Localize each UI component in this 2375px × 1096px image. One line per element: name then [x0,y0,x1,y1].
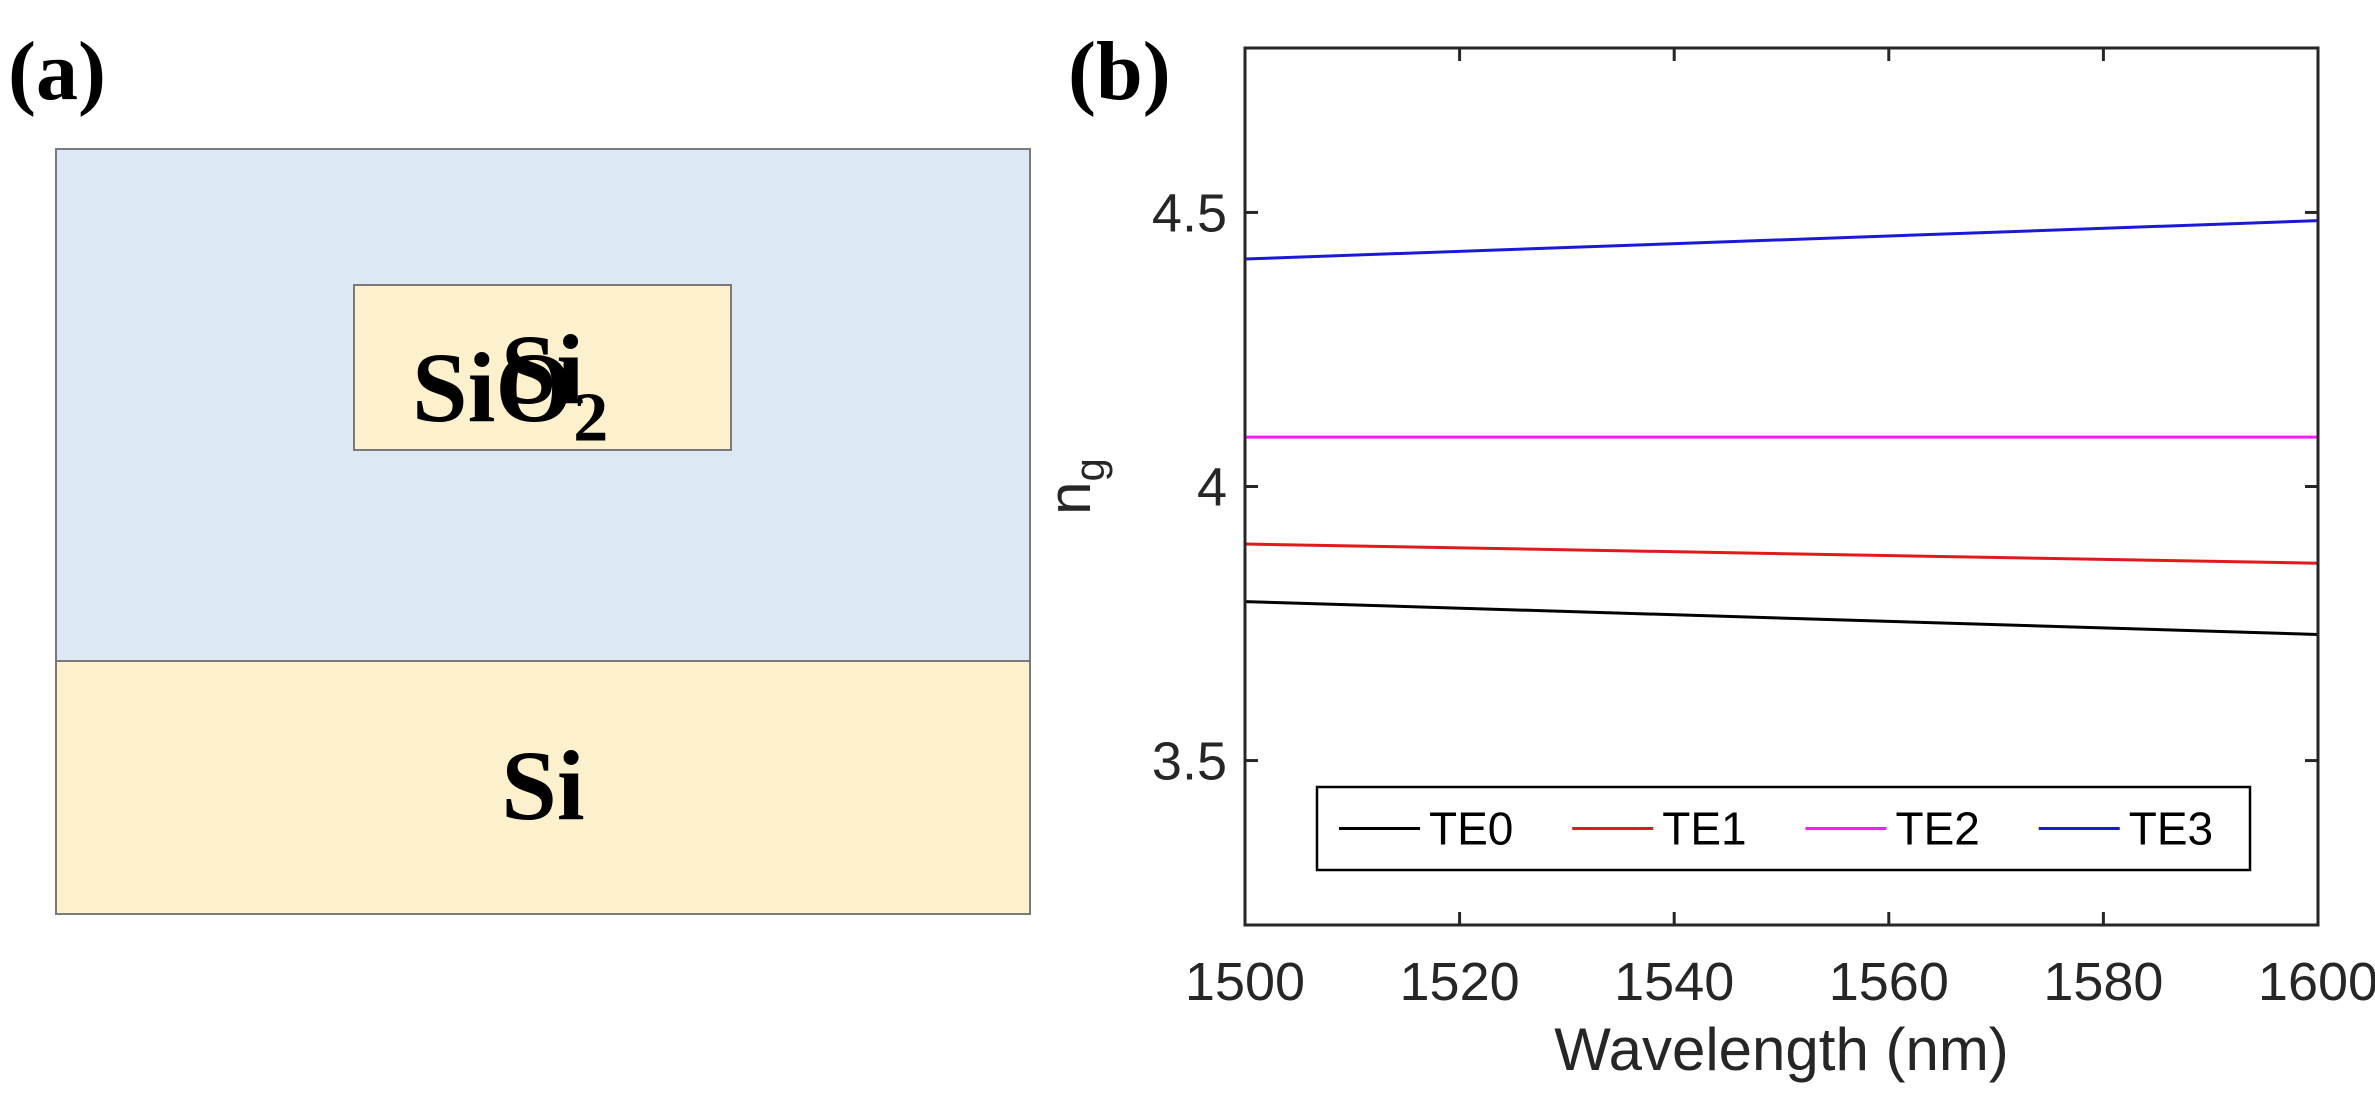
x-tick-label: 1600 [2258,952,2375,1012]
legend-label-te2: TE2 [1896,803,1980,855]
axes: 1500 1520 1540 1560 1580 1600 3.5 4 4.5 Wavelengt… [1036,46,2375,1083]
y-tick-label: 4 [1197,458,1227,518]
y-axis-title: ng [1036,458,1113,515]
y-axis-title-subscript: g [1066,458,1113,481]
cladding-label-subscript: 2 [573,379,609,457]
series-line-te1 [1244,542,2319,565]
legend: TE0 TE1 TE2 TE3 [1315,785,2252,872]
silicon-core: Si [353,284,732,451]
panel-a-label: (a) [8,25,106,118]
y-tick-label: 3.5 [1152,732,1227,792]
plot-area [1244,219,2319,636]
y-axis-title-main: n [1036,481,1103,514]
legend-label-te0: TE0 [1429,803,1513,855]
x-tick-label: 1580 [2043,952,2163,1012]
x-axis-title: Wavelength (nm) [1554,1016,2009,1083]
cladding-label: SiO2 [412,338,608,454]
x-tick-label: 1500 [1185,952,1305,1012]
silicon-substrate: Si [55,660,1031,915]
x-tick-label: 1520 [1400,952,1520,1012]
x-tick-label: 1540 [1614,952,1734,1012]
legend-label-te3: TE3 [2129,803,2213,855]
core-label: Si [500,314,585,425]
series-line-te3 [1244,219,2319,261]
substrate-label: Si [501,730,585,841]
y-tick-label: 4.5 [1152,183,1227,243]
cladding-label-main: SiO [412,332,574,443]
legend-label-te1: TE1 [1662,803,1746,855]
series-line-te0 [1244,600,2319,636]
panel-b-label: (b) [1068,25,1171,118]
x-tick-label: 1560 [1829,952,1949,1012]
